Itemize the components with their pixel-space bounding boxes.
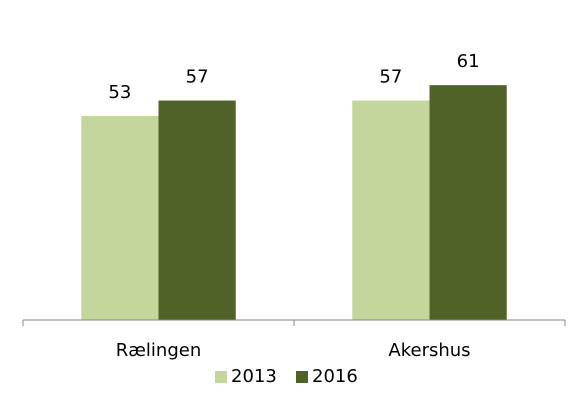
bar	[81, 115, 159, 320]
data-label: 57	[379, 67, 402, 88]
legend-swatch	[296, 371, 308, 383]
x-tick-label: Rælingen	[116, 340, 202, 361]
data-label: 57	[186, 67, 209, 88]
legend-label: 2016	[312, 366, 358, 387]
x-tick-label: Akershus	[388, 340, 470, 361]
bar	[158, 100, 236, 320]
bar	[429, 85, 507, 321]
legend-label: 2013	[231, 366, 277, 387]
data-label: 61	[457, 51, 480, 72]
legend-swatch	[215, 371, 227, 383]
bar	[352, 100, 430, 320]
data-label: 53	[108, 82, 131, 103]
